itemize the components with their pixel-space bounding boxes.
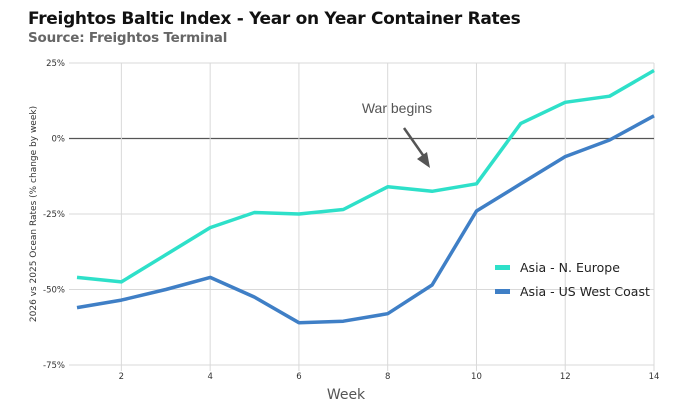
y-tick-label: 0%	[52, 135, 66, 145]
legend: Asia - N. Europe Asia - US West Coast	[495, 260, 650, 299]
x-tick-label: 14	[649, 372, 660, 382]
x-tick-label: 8	[385, 372, 390, 382]
y-tick-label: 25%	[46, 59, 65, 69]
legend-label-n-europe: Asia - N. Europe	[520, 260, 620, 275]
annotation-arrow-head	[417, 152, 430, 168]
legend-label-us-west-coast: Asia - US West Coast	[520, 284, 650, 299]
y-axis-ticks: 25% 0% -25% -50% -75%	[43, 59, 65, 371]
y-tick-label: -75%	[43, 361, 65, 371]
chart-subtitle: Source: Freightos Terminal	[28, 30, 228, 46]
annotation-text: War begins	[362, 100, 432, 116]
y-axis-label: 2026 vs 2025 Ocean Rates (% change by we…	[29, 106, 39, 322]
series-lines	[76, 68, 655, 325]
x-tick-label: 6	[296, 372, 301, 382]
x-axis-ticks: 2 4 6 8 10 12 14	[119, 372, 660, 382]
annotation-arrow-shaft	[402, 127, 427, 159]
y-tick-label: -25%	[43, 210, 65, 220]
legend-swatch-us-west-coast	[495, 289, 510, 294]
legend-swatch-n-europe	[495, 265, 510, 270]
chart-title: Freightos Baltic Index - Year on Year Co…	[28, 9, 521, 29]
x-tick-label: 10	[471, 372, 482, 382]
y-tick-label: -50%	[43, 286, 65, 296]
series-line-asia-us-west-coast	[76, 114, 655, 325]
grid-lines	[69, 62, 655, 371]
x-tick-label: 4	[207, 372, 212, 382]
x-tick-label: 12	[560, 372, 571, 382]
x-axis-label: Week	[327, 387, 366, 403]
series-line-asia-n-europe	[76, 68, 655, 284]
war-begins-annotation: War begins	[362, 100, 432, 168]
x-tick-label: 2	[119, 372, 124, 382]
